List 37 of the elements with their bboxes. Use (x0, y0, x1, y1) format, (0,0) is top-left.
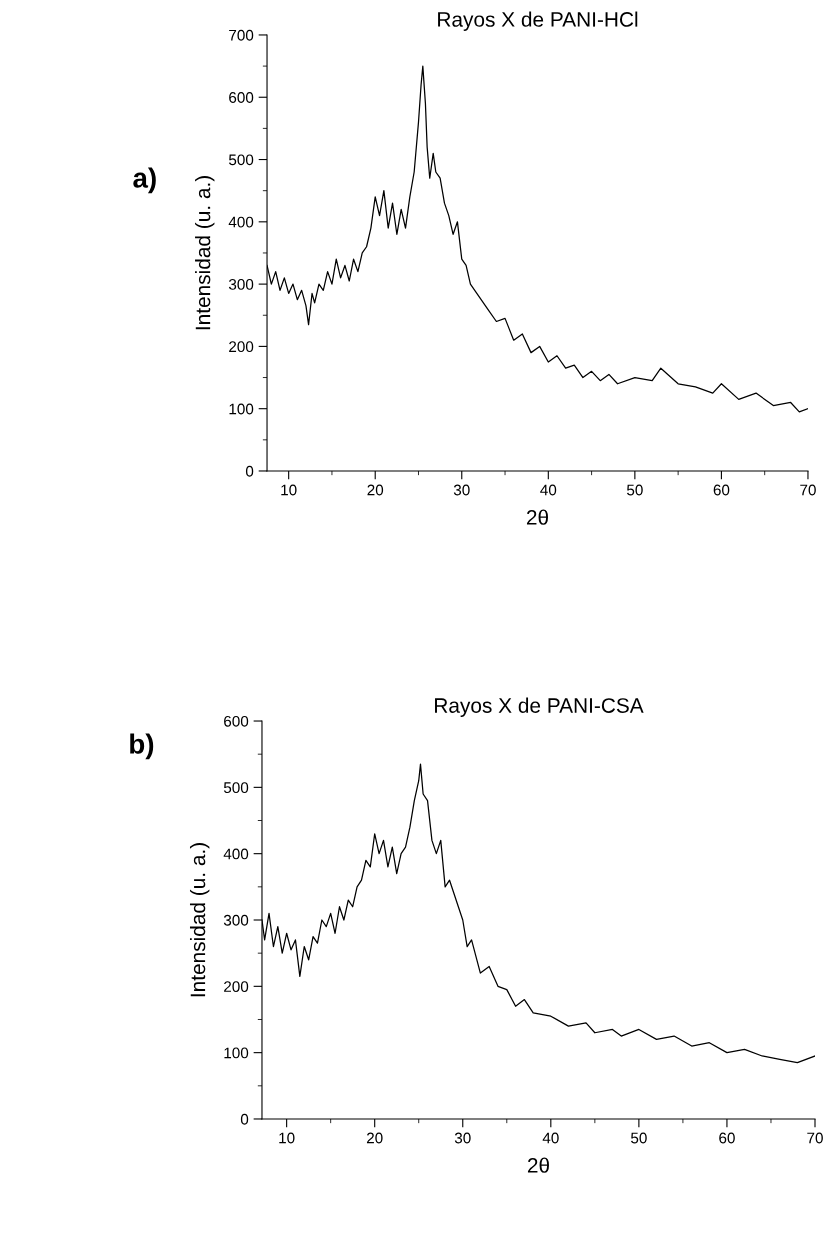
chart-title: Rayos X de PANI-HCl (438, 11, 638, 31)
y-tick-label: 300 (223, 914, 249, 926)
y-axis-title: Intensidad (u. a.) (195, 176, 215, 330)
text: b) (130, 733, 154, 760)
x-tick-label: 10 (281, 484, 297, 496)
y-tick-label: 500 (228, 154, 254, 166)
x-tick-label: 60 (719, 1132, 735, 1144)
x-tick-label: 70 (800, 484, 816, 496)
x-tick-label: 30 (453, 484, 470, 496)
x-tick-label: 70 (807, 1132, 823, 1144)
y-tick-label: 100 (229, 403, 254, 415)
y-tick-label: 300 (228, 278, 254, 290)
x-axis-title: 2θ (526, 509, 549, 525)
x-tick-label: 20 (366, 1132, 383, 1144)
y-tick-label: 700 (229, 29, 254, 41)
y-tick-label: 500 (223, 782, 249, 794)
y-tick-label: 0 (240, 1113, 249, 1125)
x-tick-label: 40 (540, 484, 557, 496)
text: a) (133, 167, 156, 194)
y-tick-label: 600 (224, 715, 249, 727)
y-tick-label: 600 (229, 92, 254, 103)
x-tick-label: 50 (630, 1132, 647, 1144)
x-tick-label: 10 (279, 1132, 295, 1144)
y-tick-label: 200 (224, 981, 249, 993)
x-tick-label: 30 (454, 1132, 471, 1144)
x-tick-label: 20 (367, 484, 384, 496)
x-axis-title: 2θ (527, 1157, 549, 1173)
y-tick-label: 400 (223, 848, 249, 860)
y-axis-title: Intensidad (u. a.) (189, 843, 210, 997)
y-tick-label: 400 (228, 216, 254, 228)
x-tick-label: 40 (542, 1132, 559, 1144)
chart-title: Rayos X de PANI-CSA (435, 697, 644, 718)
x-tick-label: 60 (713, 484, 730, 496)
y-tick-label: 200 (229, 341, 254, 353)
y-tick-label: 0 (245, 465, 254, 477)
x-tick-label: 50 (626, 484, 643, 496)
y-tick-label: 100 (224, 1047, 249, 1059)
